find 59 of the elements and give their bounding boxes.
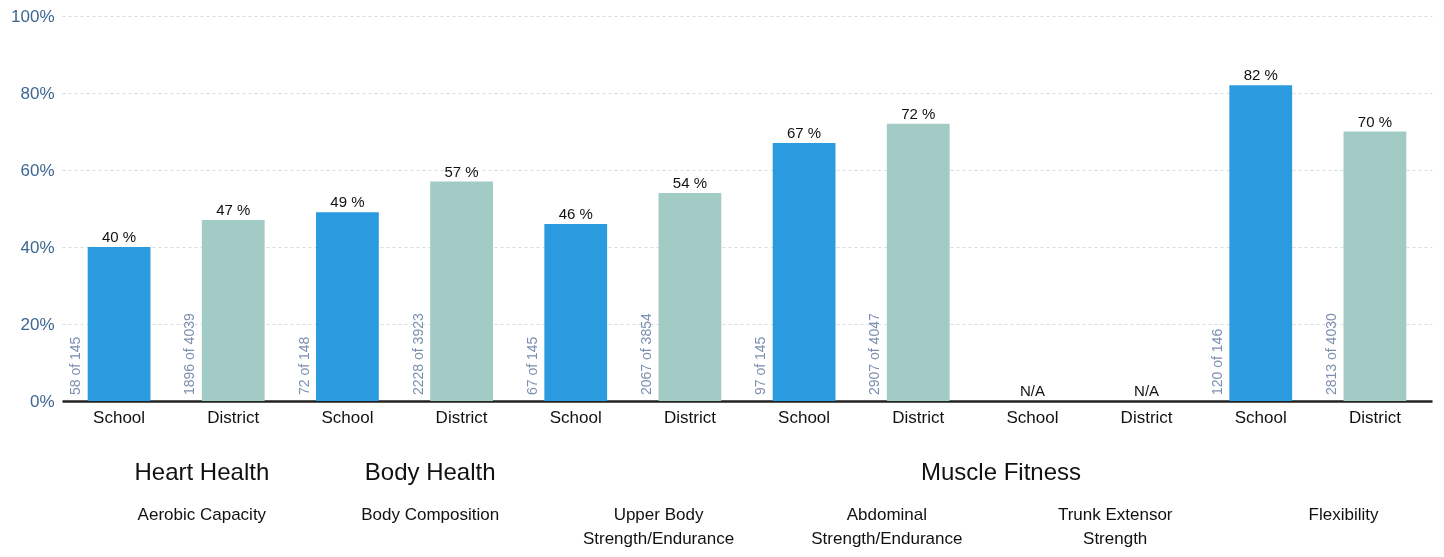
data-label: 54 % <box>672 174 708 192</box>
text: N/A <box>1134 382 1160 399</box>
text: Heart Health <box>134 458 270 485</box>
x-tick-label: School <box>93 407 146 427</box>
y-tick-label: 60% <box>20 160 55 180</box>
text: N/A <box>1019 382 1045 399</box>
x-tick-label: District <box>892 407 945 427</box>
annotation: 2228 of 3923 <box>409 313 426 395</box>
annotation: 58 of 145 <box>67 336 84 395</box>
text: Aerobic Capacity <box>137 505 267 524</box>
text: Body Composition <box>361 505 500 524</box>
bar <box>772 143 836 401</box>
data-label: 72 % <box>901 104 936 122</box>
text: Flexibility <box>1308 505 1379 524</box>
bar <box>1343 131 1407 401</box>
text: Body Health <box>364 458 496 485</box>
x-tick-label: School <box>549 407 602 427</box>
y-tick-label: 20% <box>20 314 55 334</box>
y-tick-label: 0% <box>29 391 55 411</box>
x-tick-label: School <box>1006 407 1059 427</box>
x-tick-label: School <box>1234 407 1287 427</box>
text: Upper Body Strength/Endurance <box>582 505 735 548</box>
bar <box>87 247 151 401</box>
x-tick-label: District <box>435 407 488 427</box>
annotation: 1896 of 4039 <box>181 313 198 395</box>
annotation: 2813 of 4030 <box>1323 313 1340 395</box>
bar <box>886 123 950 401</box>
x-tick-label: School <box>321 407 374 427</box>
data-label: 49 % <box>330 193 365 211</box>
bar <box>430 181 493 401</box>
y-tick-label: 80% <box>20 83 55 103</box>
data-label: 57 % <box>444 162 479 180</box>
data-label: 70 % <box>1357 112 1393 130</box>
data-label: 46 % <box>558 204 593 222</box>
bar <box>1229 85 1293 401</box>
annotation: 72 of 148 <box>295 336 312 395</box>
x-tick-label: District <box>1348 407 1402 427</box>
annotation: 67 of 145 <box>523 336 540 395</box>
data-label: 40 % <box>101 228 137 245</box>
bar <box>316 212 379 401</box>
annotation: 97 of 145 <box>752 336 769 395</box>
y-tick-label: 100% <box>11 6 55 26</box>
text: Abdominal Strength/Endurance <box>811 505 963 548</box>
annotation: 2907 of 4047 <box>866 313 883 395</box>
text: Muscle Fitness <box>921 458 1082 485</box>
data-label: 82 % <box>1243 66 1278 84</box>
x-tick-label: School <box>778 407 831 427</box>
x-tick-label: District <box>1120 407 1173 427</box>
bar <box>544 223 608 401</box>
data-label: 67 % <box>786 124 822 142</box>
x-tick-label: District <box>663 407 717 427</box>
data-label: 47 % <box>216 201 251 219</box>
bar <box>201 220 265 401</box>
annotation: 120 of 146 <box>1208 328 1225 395</box>
annotation: 2067 of 3854 <box>638 313 655 395</box>
y-tick-label: 40% <box>20 237 55 257</box>
x-tick-label: District <box>207 407 260 427</box>
text: Trunk Extensor Strength <box>1057 505 1173 548</box>
bar <box>658 193 722 401</box>
